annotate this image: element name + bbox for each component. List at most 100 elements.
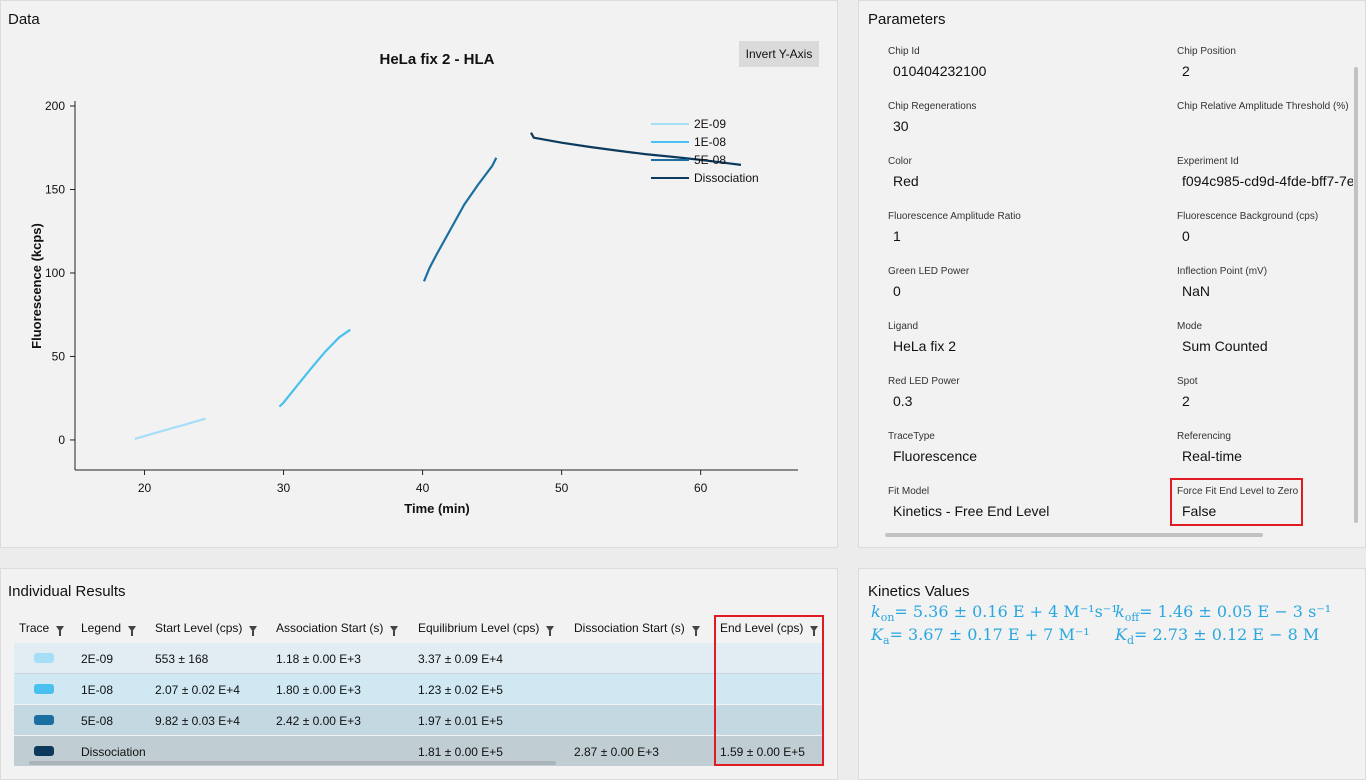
parameters-horizontal-scrollbar[interactable] bbox=[885, 533, 1263, 537]
param-chip-id: Chip Id 010404232100 bbox=[888, 46, 986, 79]
column-header-equilibrium-level[interactable]: Equilibrium Level (cps) bbox=[418, 621, 555, 636]
param-color: Color Red bbox=[888, 156, 919, 189]
filter-icon[interactable] bbox=[691, 625, 700, 636]
param-label: Fluorescence Amplitude Ratio bbox=[888, 211, 1021, 222]
series-line-1e-08[interactable] bbox=[278, 328, 351, 408]
param-label: Chip Position bbox=[1177, 46, 1236, 57]
param-label: Chip Id bbox=[888, 46, 920, 57]
param-value: 1 bbox=[893, 228, 901, 244]
param-value: 2 bbox=[1182, 63, 1190, 79]
param-label: Red LED Power bbox=[888, 376, 960, 387]
table-row[interactable]: 2E-09 553 ± 168 1.18 ± 0.00 E+3 3.37 ± 0… bbox=[14, 643, 822, 674]
column-header-trace[interactable]: Trace bbox=[19, 621, 65, 636]
param-label: Color bbox=[888, 156, 912, 167]
legend-cell: Dissociation bbox=[81, 745, 146, 759]
param-label: Fluorescence Background (cps) bbox=[1177, 211, 1319, 222]
filter-icon[interactable] bbox=[810, 625, 819, 636]
chart-title: HeLa fix 2 - HLA bbox=[379, 51, 494, 68]
filter-icon[interactable] bbox=[249, 625, 258, 636]
ka-value: Ka= 3.67 ± 0.17 E + 7 M⁻¹ bbox=[871, 625, 1090, 648]
trace-color-swatch bbox=[34, 715, 54, 725]
legend-entry: 2E-09 bbox=[694, 117, 726, 131]
parameters-title: Parameters bbox=[868, 11, 946, 28]
param-value: 0.3 bbox=[893, 393, 913, 409]
table-row[interactable]: 1E-08 2.07 ± 0.02 E+4 1.80 ± 0.00 E+3 1.… bbox=[14, 674, 822, 704]
param-value: Sum Counted bbox=[1182, 338, 1268, 354]
y-axis-label: Fluorescence (kcps) bbox=[29, 223, 44, 349]
individual-results-panel: Individual Results Trace Legend Start Le… bbox=[0, 568, 838, 780]
column-header-start-level-label: Start Level (cps) bbox=[155, 621, 243, 635]
results-title: Individual Results bbox=[8, 583, 126, 600]
kon-value: kon= 5.36 ± 0.16 E + 4 M⁻¹s⁻¹ bbox=[871, 602, 1118, 625]
series-line-2e-09[interactable] bbox=[134, 417, 207, 440]
param-fluorescence-amplitude-ratio: Fluorescence Amplitude Ratio 1 bbox=[888, 211, 1021, 244]
param-red-led-power: Red LED Power 0.3 bbox=[888, 376, 960, 409]
series-line-dissociation[interactable] bbox=[530, 132, 742, 166]
param-green-led-power: Green LED Power 0 bbox=[888, 266, 969, 299]
koff-value: koff= 1.46 ± 0.05 E − 3 s⁻¹ bbox=[1115, 602, 1332, 625]
column-header-end-level-label: End Level (cps) bbox=[720, 621, 804, 635]
kon-value-text: = 5.36 ± 0.16 E + 4 M⁻¹s⁻¹ bbox=[894, 602, 1118, 621]
start-level-cell: 2.07 ± 0.02 E+4 bbox=[155, 683, 240, 697]
param-value: 30 bbox=[893, 118, 909, 134]
kd-value-text: = 2.73 ± 0.12 E − 8 M bbox=[1134, 625, 1320, 644]
equilibrium-level-cell: 3.37 ± 0.09 E+4 bbox=[418, 652, 503, 666]
results-horizontal-scrollbar[interactable] bbox=[29, 761, 556, 765]
parameters-panel: Parameters Chip Id 010404232100 Chip Posit… bbox=[858, 0, 1366, 548]
filter-icon[interactable] bbox=[546, 625, 555, 636]
column-header-association-start-label: Association Start (s) bbox=[276, 621, 384, 635]
param-label: Referencing bbox=[1177, 431, 1231, 442]
filter-icon[interactable] bbox=[128, 625, 137, 636]
filter-icon[interactable] bbox=[390, 625, 399, 636]
association-start-cell: 1.80 ± 0.00 E+3 bbox=[276, 683, 361, 697]
trace-color-swatch bbox=[34, 746, 54, 756]
param-label: Green LED Power bbox=[888, 266, 970, 277]
param-value: 2 bbox=[1182, 393, 1190, 409]
column-header-legend[interactable]: Legend bbox=[81, 621, 137, 636]
equilibrium-level-cell: 1.81 ± 0.00 E+5 bbox=[418, 745, 503, 759]
param-chip-position: Chip Position 2 bbox=[1177, 46, 1236, 79]
param-experiment-id: Experiment Id f094c985-cd9d-4fde-bff7-7e bbox=[1177, 156, 1353, 189]
y-tick-label: 0 bbox=[58, 433, 65, 447]
param-value: 010404232100 bbox=[893, 63, 987, 79]
param-label: Chip Regenerations bbox=[888, 101, 977, 112]
param-fit-model: Fit Model Kinetics - Free End Level bbox=[888, 486, 1049, 519]
column-header-end-level[interactable]: End Level (cps) bbox=[720, 621, 819, 636]
y-tick-label: 200 bbox=[45, 99, 65, 113]
equilibrium-level-cell: 1.97 ± 0.01 E+5 bbox=[418, 714, 503, 728]
legend-cell: 1E-08 bbox=[81, 683, 114, 697]
y-tick-label: 100 bbox=[45, 266, 65, 280]
chart-plot-area bbox=[134, 132, 742, 440]
chart-legend: 2E-09 1E-08 5E-08 Dissociation bbox=[651, 117, 759, 185]
param-value: Red bbox=[893, 173, 919, 189]
x-tick-label: 40 bbox=[416, 481, 430, 495]
trace-color-swatch bbox=[34, 684, 54, 694]
x-tick-label: 30 bbox=[277, 481, 291, 495]
legend-cell: 5E-08 bbox=[81, 714, 114, 728]
param-value: 0 bbox=[893, 283, 901, 299]
param-label: Experiment Id bbox=[1177, 156, 1239, 167]
param-spot: Spot 2 bbox=[1177, 376, 1198, 409]
table-row[interactable]: 5E-08 9.82 ± 0.03 E+4 2.42 ± 0.00 E+3 1.… bbox=[14, 705, 822, 735]
invert-y-axis-button[interactable]: Invert Y-Axis bbox=[739, 41, 819, 67]
filter-icon[interactable] bbox=[56, 625, 65, 636]
param-value: Fluorescence bbox=[893, 448, 978, 464]
param-force-fit-end-level-to-zero: Force Fit End Level to Zero False bbox=[1177, 486, 1298, 519]
kd-value: Kd= 2.73 ± 0.12 E − 8 M bbox=[1115, 625, 1320, 648]
column-header-dissociation-start[interactable]: Dissociation Start (s) bbox=[574, 621, 700, 636]
y-tick-label: 50 bbox=[52, 349, 66, 363]
param-chip-relative-amplitude-threshold: Chip Relative Amplitude Threshold (%) bbox=[1177, 101, 1349, 118]
column-header-start-level[interactable]: Start Level (cps) bbox=[155, 621, 258, 636]
fluorescence-chart[interactable]: HeLa fix 2 - HLA Time (min) Fluorescence… bbox=[1, 1, 837, 547]
chart-axes: 0 50 100 150 200 20 30 40 50 60 bbox=[45, 99, 798, 495]
column-header-association-start[interactable]: Association Start (s) bbox=[276, 621, 399, 636]
param-label: TraceType bbox=[888, 431, 935, 442]
param-ligand: Ligand HeLa fix 2 bbox=[888, 321, 956, 354]
param-value: f094c985-cd9d-4fde-bff7-7e bbox=[1182, 173, 1353, 189]
param-tracetype: TraceType Fluorescence bbox=[888, 431, 977, 464]
param-label: Spot bbox=[1177, 376, 1198, 387]
start-level-cell: 553 ± 168 bbox=[155, 652, 209, 666]
series-line-5e-08[interactable] bbox=[422, 157, 498, 282]
parameters-vertical-scrollbar[interactable] bbox=[1354, 67, 1358, 523]
legend-entry: 5E-08 bbox=[694, 153, 726, 167]
